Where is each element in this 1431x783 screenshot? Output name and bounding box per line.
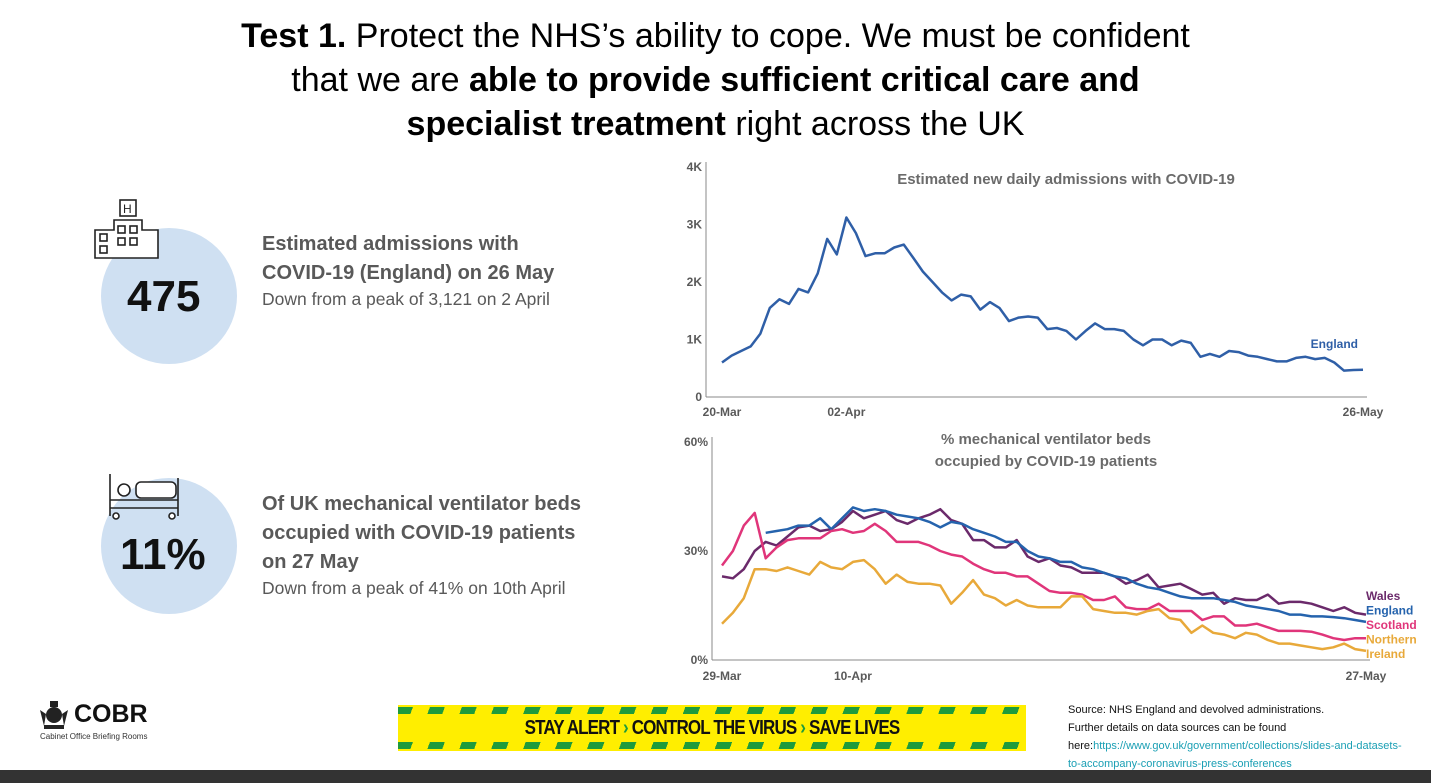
stat-heading: occupied with COVID-19 patients <box>262 522 576 544</box>
y-tick-label: 3K <box>687 218 703 232</box>
legend-label: Scotland <box>1366 618 1417 632</box>
series-line-northern <box>721 558 1367 653</box>
title-text: that we are <box>291 61 469 99</box>
admissions-value: 475 <box>127 272 201 321</box>
cobr-logo: COBR Cabinet Office Briefing Rooms <box>38 700 148 741</box>
slide-title: Test 1. Protect the NHS’s ability to cop… <box>0 14 1431 146</box>
source-text: here: <box>1068 740 1094 752</box>
legend-label: Northern <box>1366 633 1417 647</box>
title-bold: specialist treatment <box>406 105 726 143</box>
y-tick-label: 0% <box>691 653 709 667</box>
stat-heading: on 27 May <box>262 551 359 573</box>
stat-heading: Estimated admissions with <box>262 233 519 255</box>
stat-heading: COVID-19 (England) on 26 May <box>262 262 555 284</box>
y-tick-label: 4K <box>687 160 703 174</box>
stat-heading: Of UK mechanical ventilator beds <box>262 493 581 515</box>
source-text: Further details on data sources can be f… <box>1068 722 1287 734</box>
stay-alert-banner: STAY ALERT › CONTROL THE VIRUS › SAVE LI… <box>398 705 1026 751</box>
title-bold: Test 1. <box>241 17 347 55</box>
legend-label: Ireland <box>1366 647 1405 661</box>
hospital-bed-icon <box>109 474 179 520</box>
logo-subtitle: Cabinet Office Briefing Rooms <box>40 732 148 741</box>
series-line-england <box>721 216 1364 372</box>
charts: 0 1K 2K 3K 4K 20-Mar 02-Apr 26-May Estimated new… <box>684 160 1417 683</box>
arrow-icon: › <box>800 717 806 739</box>
series-line-england <box>765 506 1367 624</box>
title-bold: able to provide sufficient critical care… <box>468 61 1140 99</box>
source-text: Source: NHS England and devolved adminis… <box>1068 704 1325 716</box>
banner-text: SAVE LIVES <box>808 717 900 739</box>
y-tick-label: 2K <box>687 275 703 289</box>
chart-title: Estimated new daily admissions with COVI… <box>897 171 1235 188</box>
arrow-icon: › <box>622 717 629 739</box>
x-tick-label: 02-Apr <box>827 405 865 419</box>
x-tick-label: 10-Apr <box>834 669 872 683</box>
legend-label: Wales <box>1366 589 1401 603</box>
series-line-wales <box>721 507 1367 616</box>
x-tick-label: 29-Mar <box>703 669 742 683</box>
y-tick-label: 30% <box>684 544 708 558</box>
title-text: Protect the NHS’s ability to cope. We mu… <box>346 17 1190 55</box>
legend-label: England <box>1311 337 1358 351</box>
stat-subtext: Down from a peak of 41% on 10th April <box>262 578 566 598</box>
ventilator-stat: Of UK mechanical ventilator beds occupie… <box>262 490 581 599</box>
y-tick-label: 60% <box>684 435 708 449</box>
y-tick-label: 1K <box>687 333 703 347</box>
x-tick-label: 26-May <box>1343 405 1384 419</box>
admissions-stat: Estimated admissions with COVID-19 (Engl… <box>262 230 554 310</box>
chart-title: % mechanical ventilator beds <box>941 431 1151 448</box>
hospital-icon: H <box>94 199 159 259</box>
source-link[interactable]: https://www.gov.uk/government/collection… <box>1068 740 1402 770</box>
royal-crest-icon <box>40 701 68 729</box>
logo-text: COBR <box>74 700 148 728</box>
banner-text: CONTROL THE VIRUS <box>631 717 798 739</box>
x-tick-label: 20-Mar <box>703 405 742 419</box>
banner-text: STAY ALERT <box>524 717 620 739</box>
stat-subtext: Down from a peak of 3,121 on 2 April <box>262 289 550 309</box>
legend-label: England <box>1366 604 1413 618</box>
title-text: right across the UK <box>725 105 1025 143</box>
chart-title: occupied by COVID-19 patients <box>935 453 1158 470</box>
y-tick-label: 0 <box>695 390 702 404</box>
series-line-scotland <box>721 511 1366 642</box>
ventilator-value: 11% <box>120 530 206 579</box>
source-note: Source: NHS England and devolved adminis… <box>1068 701 1408 773</box>
bottom-bar <box>0 770 1431 783</box>
x-tick-label: 27-May <box>1346 669 1387 683</box>
svg-text:H: H <box>123 202 132 216</box>
